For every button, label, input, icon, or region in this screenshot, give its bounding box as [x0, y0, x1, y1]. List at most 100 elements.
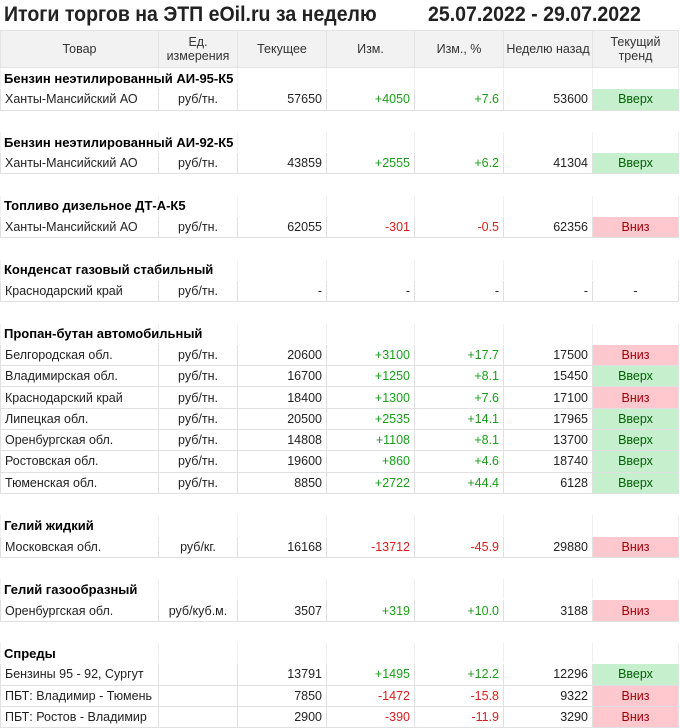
empty-cell [503, 492, 593, 516]
empty-cell [503, 109, 593, 132]
empty-cell [414, 237, 504, 260]
product-cell: ПБТ: Ростов - Владимир [0, 705, 159, 728]
change-cell: +2555 [326, 152, 415, 175]
empty-cell [326, 578, 415, 601]
empty-cell [237, 620, 327, 644]
change-pct-cell: +8.1 [414, 365, 504, 388]
header-trend: Текущий тренд [592, 30, 679, 68]
current-cell: 62055 [237, 216, 327, 239]
week-ago-cell: 41304 [503, 152, 593, 175]
empty-cell [503, 173, 593, 196]
week-ago-cell: 3188 [503, 599, 593, 622]
unit-cell: руб/тн. [158, 450, 238, 473]
empty-cell [592, 258, 679, 281]
week-ago-cell: 29880 [503, 535, 593, 558]
empty-cell [326, 514, 415, 537]
empty-cell [237, 322, 327, 345]
header-week-ago: Неделю назад [503, 30, 593, 68]
table-row: Ростовская обл. руб/тн. 19600 +860 +4.6 18740… [0, 450, 679, 473]
empty-cell [326, 492, 415, 516]
current-cell: 3507 [237, 599, 327, 622]
change-cell: -390 [326, 705, 415, 728]
product-cell: Московская обл. [0, 535, 159, 558]
empty-cell [237, 492, 327, 516]
week-ago-cell: 6128 [503, 471, 593, 494]
trend-cell: Вниз [592, 386, 679, 409]
empty-cell [237, 556, 327, 580]
trend-cell: Вверх [592, 152, 679, 175]
empty-cell [592, 578, 679, 601]
empty-cell [237, 109, 327, 132]
empty-cell [592, 642, 679, 665]
empty-cell [326, 322, 415, 345]
current-cell: 20600 [237, 343, 327, 367]
header-row: Товар Ед. измерения Текущее Изм. Изм., % Неде… [0, 30, 679, 68]
section-title: Гелий газообразный [0, 578, 159, 601]
spacer-row [0, 492, 679, 516]
product-cell: Тюменская обл. [0, 471, 159, 494]
trend-cell: Вниз [592, 343, 679, 367]
unit-cell: руб/тн. [158, 152, 238, 175]
week-ago-cell: 18740 [503, 450, 593, 473]
empty-cell [414, 109, 504, 132]
change-cell: +4050 [326, 88, 415, 111]
change-pct-cell: +4.6 [414, 450, 504, 473]
header-change-pct: Изм., % [414, 30, 504, 68]
empty-cell [0, 109, 159, 132]
change-pct-cell: -0.5 [414, 216, 504, 239]
section-row: Бензин неэтилированный АИ-95-К5 [0, 66, 679, 90]
current-cell: 18400 [237, 386, 327, 409]
current-cell: 19600 [237, 450, 327, 473]
empty-cell [592, 194, 679, 218]
empty-cell [237, 578, 327, 601]
unit-cell: руб/тн. [158, 365, 238, 388]
empty-cell [414, 301, 504, 324]
trend-cell: Вверх [592, 663, 679, 686]
empty-cell [237, 173, 327, 196]
change-cell: +3100 [326, 343, 415, 367]
change-pct-cell: +44.4 [414, 471, 504, 494]
product-cell: Владимирская обл. [0, 365, 159, 388]
change-cell: +1108 [326, 429, 415, 452]
change-cell: -13712 [326, 535, 415, 558]
change-pct-cell: -45.9 [414, 535, 504, 558]
product-cell: Ханты-Мансийский АО [0, 152, 159, 175]
empty-cell [158, 492, 238, 516]
trend-cell: Вниз [592, 599, 679, 622]
change-pct-cell: +8.1 [414, 429, 504, 452]
empty-cell [414, 322, 504, 345]
empty-cell [158, 620, 238, 644]
spacer-row [0, 301, 679, 324]
spacer-row [0, 620, 679, 644]
change-pct-cell: +17.7 [414, 343, 504, 367]
unit-cell: руб/тн. [158, 407, 238, 431]
empty-cell [237, 642, 327, 665]
unit-cell: руб/тн. [158, 429, 238, 452]
table-row: Липецкая обл. руб/тн. 20500 +2535 +14.1 17965… [0, 407, 679, 431]
trend-cell: Вниз [592, 535, 679, 558]
unit-cell: руб/тн. [158, 88, 238, 111]
trend-cell: Вниз [592, 684, 679, 707]
empty-cell [592, 492, 679, 516]
change-pct-cell: +6.2 [414, 152, 504, 175]
empty-cell [237, 130, 327, 154]
section-title: Спреды [0, 642, 159, 665]
empty-cell [503, 130, 593, 154]
empty-cell [158, 109, 238, 132]
week-ago-cell: 9322 [503, 684, 593, 707]
section-row: Конденсат газовый стабильный [0, 258, 679, 281]
empty-cell [503, 237, 593, 260]
trend-cell: Вверх [592, 471, 679, 494]
empty-cell [414, 130, 504, 154]
empty-cell [326, 258, 415, 281]
report-title: Итоги торгов на ЭТП eOil.ru за неделю [4, 3, 377, 26]
empty-cell [414, 620, 504, 644]
empty-cell [414, 66, 504, 90]
spacer-row [0, 109, 679, 132]
current-cell: 16700 [237, 365, 327, 388]
empty-cell [158, 301, 238, 324]
unit-cell [158, 663, 238, 686]
empty-cell [503, 642, 593, 665]
section-title: Пропан-бутан автомобильный [0, 322, 202, 345]
empty-cell [326, 130, 415, 154]
